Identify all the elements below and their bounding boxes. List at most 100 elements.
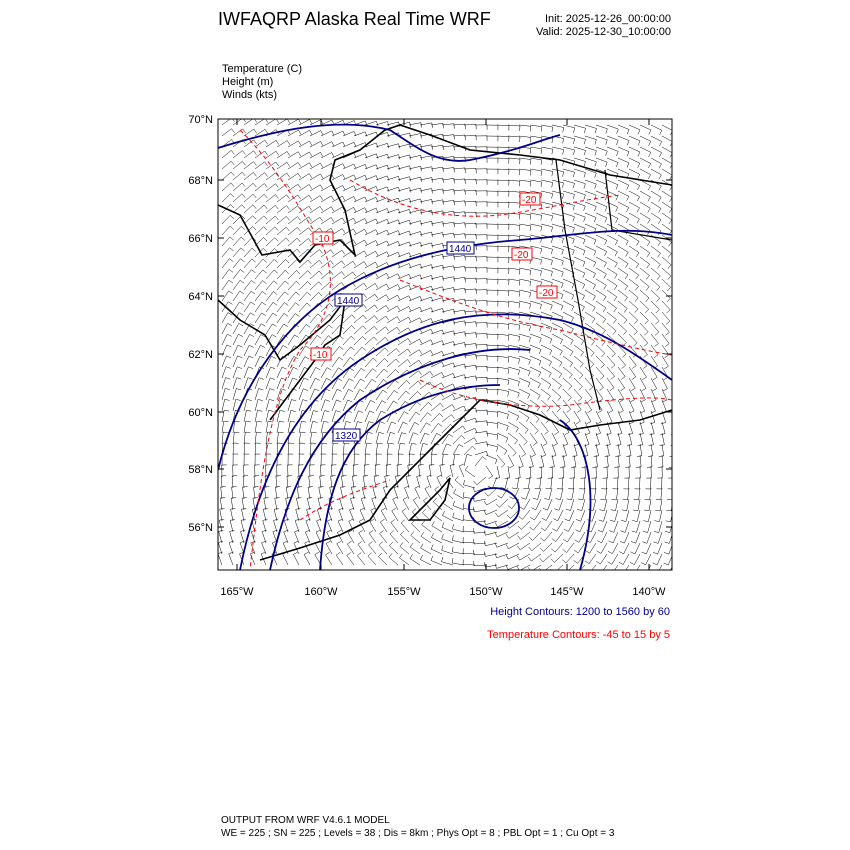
- wind-barb: [485, 179, 499, 186]
- wind-barb: [540, 234, 553, 243]
- wind-barb: [628, 135, 641, 146]
- wind-barb: [287, 194, 301, 203]
- wind-barb: [529, 377, 541, 389]
- wind-barb: [265, 323, 277, 335]
- wind-barb: [591, 465, 597, 479]
- wind-barb: [639, 179, 651, 191]
- wind-barb: [430, 423, 443, 434]
- wind-barb: [364, 293, 378, 302]
- wind-barb: [254, 172, 268, 181]
- wind-barb: [408, 422, 420, 434]
- wind-barb: [617, 146, 630, 157]
- wind-barb: [474, 388, 488, 394]
- wind-barb: [232, 161, 246, 170]
- wind-barb: [221, 464, 227, 478]
- wind-barb: [673, 290, 681, 302]
- wind-barb: [495, 509, 509, 518]
- wind-barb: [254, 258, 267, 269]
- wind-barb: [562, 124, 576, 133]
- wind-barb: [595, 190, 608, 201]
- wind-barb: [518, 454, 524, 469]
- wind-barb: [463, 375, 477, 381]
- wind-barb: [243, 334, 255, 346]
- lat-tick-label: 64°N: [188, 291, 213, 303]
- wind-barb: [353, 314, 367, 324]
- wind-barb: [327, 518, 333, 533]
- wind-barb: [287, 162, 302, 170]
- wind-barb: [615, 443, 621, 457]
- wind-barb: [518, 421, 529, 434]
- wind-barb: [474, 278, 488, 284]
- wind-barb: [574, 531, 586, 543]
- wind-barb: [430, 350, 445, 357]
- wind-barb: [564, 509, 575, 522]
- wind-barb: [232, 258, 245, 269]
- wind-barb: [673, 202, 683, 213]
- wind-barb: [441, 210, 455, 217]
- wind-barb: [473, 476, 487, 486]
- wind-barb: [562, 289, 575, 300]
- wind-barb: [353, 357, 366, 368]
- wind-barb: [265, 388, 275, 401]
- wind-barb: [551, 377, 562, 390]
- wind-barb: [364, 175, 379, 181]
- wind-barb: [221, 453, 228, 467]
- wind-barb: [562, 410, 571, 424]
- wind-barb: [551, 124, 564, 133]
- wind-barb: [375, 272, 390, 280]
- wind-barb: [566, 487, 575, 501]
- wind-barb: [375, 283, 390, 291]
- wind-barb: [275, 475, 281, 489]
- wind-barb: [309, 388, 320, 401]
- wind-barb: [364, 186, 379, 192]
- wind-barb: [562, 300, 575, 311]
- wind-barb: [276, 355, 288, 368]
- wind-barb: [368, 541, 377, 555]
- wind-barb: [298, 345, 310, 357]
- wind-barb: [276, 237, 290, 247]
- wind-barb: [528, 542, 542, 552]
- wind-barb: [243, 409, 252, 423]
- wind-barb: [573, 124, 586, 134]
- wind-barb: [331, 399, 342, 412]
- wind-barb: [659, 432, 665, 447]
- wind-barb: [463, 157, 477, 163]
- wind-barb: [232, 182, 246, 192]
- wind-barb: [620, 520, 630, 533]
- wind-barb: [309, 442, 317, 456]
- wind-barb: [353, 336, 367, 346]
- wind-barb: [276, 345, 288, 357]
- wind-barb: [298, 173, 313, 181]
- wind-barb: [573, 300, 585, 312]
- wind-barb: [485, 388, 499, 395]
- wind-barb: [661, 245, 672, 258]
- wind-barb: [661, 377, 668, 392]
- wind-barb: [309, 281, 323, 291]
- wind-barb: [595, 333, 606, 346]
- wind-barb: [419, 199, 434, 205]
- wind-barb: [463, 396, 478, 403]
- wind-barb: [389, 530, 399, 544]
- wind-barb: [540, 256, 553, 266]
- wind-barb: [411, 519, 421, 533]
- wind-barb: [386, 208, 401, 214]
- wind-barb: [529, 179, 543, 187]
- wind-barb: [243, 377, 253, 390]
- field-height: Height (m): [222, 76, 274, 88]
- wind-barb: [441, 522, 454, 533]
- wind-barb: [221, 301, 233, 313]
- wind-barb: [276, 161, 290, 170]
- wind-barb: [619, 531, 630, 544]
- wind-barb: [632, 509, 641, 522]
- wind-barb: [661, 333, 670, 347]
- wind-barb: [232, 215, 246, 225]
- wind-barb: [342, 399, 353, 412]
- wind-barb: [474, 333, 488, 339]
- wind-barb: [320, 260, 334, 269]
- wind-barb: [265, 442, 272, 456]
- wind-barb: [331, 378, 343, 390]
- wind-barb: [632, 498, 641, 512]
- wind-barb: [562, 399, 572, 413]
- wind-barb: [463, 354, 477, 360]
